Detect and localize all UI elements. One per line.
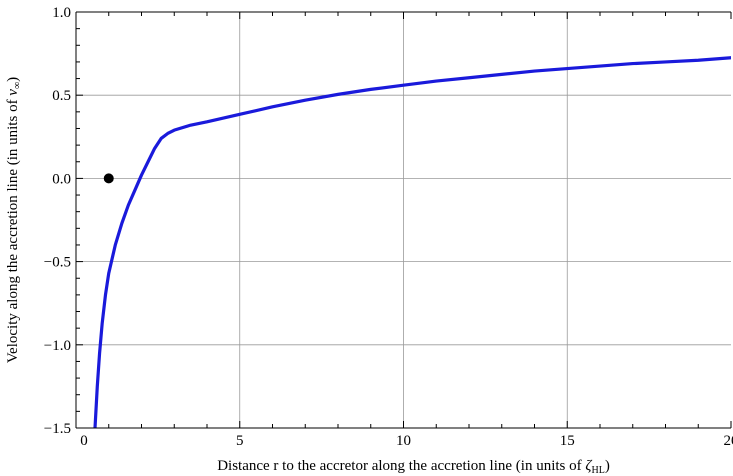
y-tick-label: −0.5 bbox=[44, 255, 71, 271]
x-tick-label: 0 bbox=[80, 433, 88, 449]
x-tick-label: 20 bbox=[724, 433, 733, 449]
x-tick-label: 15 bbox=[560, 433, 575, 449]
grid-lines bbox=[76, 12, 731, 428]
data-point bbox=[103, 173, 114, 184]
y-tick-label: −1.5 bbox=[44, 421, 71, 437]
y-axis-label: Velocity along the accretion line (in un… bbox=[5, 77, 23, 363]
y-tick-label: 0.5 bbox=[52, 88, 71, 104]
x-tick-label: 10 bbox=[396, 433, 411, 449]
x-axis-symbol: ζ bbox=[585, 458, 592, 474]
series-layer bbox=[93, 56, 731, 428]
x-axis-label: Distance r to the accretor along the acc… bbox=[217, 458, 610, 476]
y-tick-label: 0.0 bbox=[52, 171, 71, 187]
y-axis-subscript: ∞ bbox=[12, 82, 23, 89]
axes bbox=[75, 11, 732, 429]
y-tick-label: −1.0 bbox=[44, 338, 71, 354]
y-axis-symbol: v bbox=[5, 89, 21, 96]
y-tick-label: 1.0 bbox=[52, 5, 71, 21]
velocity-curve bbox=[93, 56, 731, 428]
x-axis-subscript: HL bbox=[591, 465, 604, 476]
tick-labels: 0 5 10 15 20 −1.5 −1.0 −0.5 0.0 0.5 1.0 bbox=[44, 5, 733, 449]
x-tick-label: 5 bbox=[236, 433, 244, 449]
